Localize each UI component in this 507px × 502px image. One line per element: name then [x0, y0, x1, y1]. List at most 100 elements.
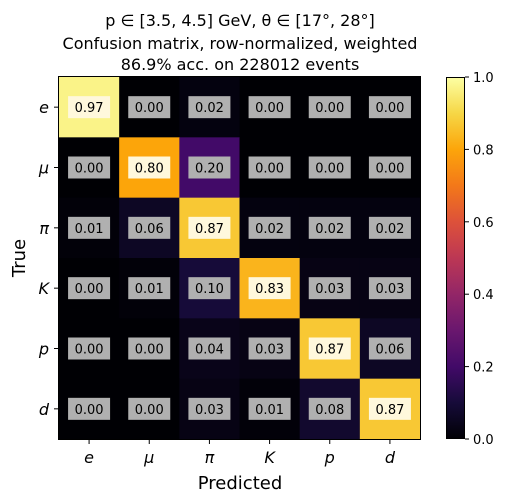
cell-value-label: 0.00 [315, 162, 344, 177]
cell-value-label: 0.00 [135, 343, 164, 358]
cell-value-label: 0.03 [375, 282, 404, 297]
cell-label-box [308, 397, 351, 420]
cell-label-box [368, 156, 411, 179]
cell-value-label: 0.01 [75, 222, 104, 237]
cell-value-label: 0.02 [375, 222, 404, 237]
cell-label-box [68, 156, 111, 179]
y-tick-label: p [38, 340, 49, 359]
cell-value-label: 0.03 [315, 282, 344, 297]
cell-label-box [128, 277, 171, 300]
colorbar [446, 77, 465, 439]
cell-value-label: 0.87 [375, 403, 404, 418]
x-tick-label: d [385, 448, 396, 467]
cell-label-box [128, 96, 171, 119]
cell-value-label: 0.00 [75, 282, 104, 297]
cell-label-box [368, 337, 411, 360]
colorbar-tick-label: 0.6 [473, 216, 494, 231]
cell-value-label: 0.00 [375, 101, 404, 116]
cell-label-box [128, 397, 171, 420]
cell-label-box [188, 277, 231, 300]
x-tick-label: p [324, 448, 335, 467]
cell-value-label: 0.08 [315, 403, 344, 418]
cell-value-label: 0.00 [75, 343, 104, 358]
cell-value-label: 0.00 [375, 162, 404, 177]
cell-value-label: 0.20 [195, 162, 224, 177]
cell-value-label: 0.87 [195, 222, 224, 237]
cell-value-label: 0.02 [255, 222, 284, 237]
y-tick-label: μ [38, 159, 49, 178]
cell-value-label: 0.06 [375, 343, 404, 358]
chart-title-line-2: Confusion matrix, row-normalized, weight… [63, 34, 418, 53]
cell-label-box [188, 337, 231, 360]
cell-label-box [68, 216, 111, 239]
cell-value-label: 0.02 [315, 222, 344, 237]
colorbar-tick-label: 0.8 [473, 143, 494, 158]
cell-label-box [368, 216, 411, 239]
x-tick-label: K [264, 448, 276, 467]
cell-label-box [248, 397, 291, 420]
cell-label-box [308, 96, 351, 119]
cell-value-label: 0.02 [195, 101, 224, 116]
x-tick-label: μ [143, 448, 154, 467]
cell-label-box [248, 156, 291, 179]
y-tick-label: d [39, 400, 50, 419]
x-tick-label: e [84, 448, 94, 467]
heatmap-frame [58, 76, 421, 440]
cell-label-box [308, 277, 351, 300]
cell-value-label: 0.00 [135, 101, 164, 116]
y-axis-ticks: e μ π Kp d [38, 98, 59, 419]
y-axis-label: True [9, 239, 30, 278]
x-tick-label: π [205, 448, 215, 467]
heatmap-cells: 0.97 0.00 0.02 0.00 0.00 0.00 0.00 0.80 0.20 0.00… [59, 77, 421, 440]
colorbar-ticks: 0.0 0.2 0.4 0.6 0.8 1.0 [465, 71, 494, 448]
cell-label-box [368, 96, 411, 119]
cell-label-box [68, 337, 111, 360]
y-tick-label: π [39, 219, 49, 238]
y-tick-label: e [39, 98, 49, 117]
cell-label-box [188, 96, 231, 119]
cell-value-label: 0.83 [255, 282, 284, 297]
cell-value-label: 0.04 [195, 343, 224, 358]
cell-value-label: 0.00 [135, 403, 164, 418]
colorbar-tick-label: 0.4 [473, 288, 494, 303]
x-axis-label: Predicted [198, 473, 283, 494]
chart-title-line-3: 86.9% acc. on 228012 events [121, 55, 360, 74]
cell-label-box [128, 216, 171, 239]
cell-label-box [68, 277, 111, 300]
colorbar-frame [446, 77, 465, 439]
cell-label-box [368, 277, 411, 300]
cell-label-box [248, 216, 291, 239]
cell-label-box [128, 337, 171, 360]
colorbar-tick-label: 0.0 [473, 433, 494, 448]
chart-title-line-1: p ∈ [3.5, 4.5] GeV, θ ∈ [17°, 28°] [105, 11, 375, 30]
cell-value-label: 0.00 [315, 101, 344, 116]
cell-value-label: 0.00 [75, 403, 104, 418]
cell-label-box [308, 337, 351, 360]
cell-label-box [248, 277, 291, 300]
cell-value-label: 0.00 [75, 162, 104, 177]
cell-label-box [188, 216, 231, 239]
y-tick-label: K [39, 279, 51, 298]
cell-label-box [308, 216, 351, 239]
colorbar-tick-label: 1.0 [473, 71, 494, 86]
cell-label-box [68, 96, 111, 119]
cell-value-label: 0.97 [75, 101, 104, 116]
cell-label-box [308, 156, 351, 179]
cell-value-label: 0.03 [255, 343, 284, 358]
cell-label-box [68, 397, 111, 420]
cell-value-label: 0.00 [255, 101, 284, 116]
cell-label-box [128, 156, 171, 179]
cell-label-box [248, 337, 291, 360]
cell-value-label: 0.80 [135, 162, 164, 177]
cell-value-label: 0.01 [135, 282, 164, 297]
cell-value-label: 0.06 [135, 222, 164, 237]
cell-label-box [188, 156, 231, 179]
cell-value-label: 0.03 [195, 403, 224, 418]
cell-value-label: 0.10 [195, 282, 224, 297]
cell-label-box [188, 397, 231, 420]
cell-label-box [368, 397, 411, 420]
cell-value-label: 0.00 [255, 162, 284, 177]
colorbar-tick-label: 0.2 [473, 361, 494, 376]
